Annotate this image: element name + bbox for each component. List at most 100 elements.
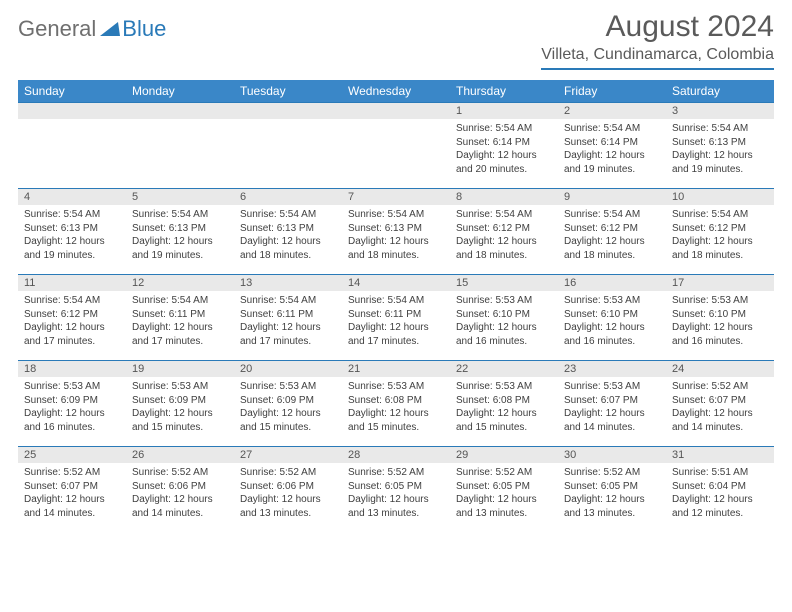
calendar-day-cell: 12Sunrise: 5:54 AMSunset: 6:11 PMDayligh… <box>126 275 234 361</box>
day-data: Sunrise: 5:54 AMSunset: 6:12 PMDaylight:… <box>558 205 666 266</box>
weekday-header: Monday <box>126 80 234 103</box>
day-number: 28 <box>342 447 450 463</box>
calendar-day-cell: 25Sunrise: 5:52 AMSunset: 6:07 PMDayligh… <box>18 447 126 533</box>
day-number: 3 <box>666 103 774 119</box>
header: General Blue August 2024 Villeta, Cundin… <box>18 10 774 70</box>
calendar-day-cell: 13Sunrise: 5:54 AMSunset: 6:11 PMDayligh… <box>234 275 342 361</box>
calendar-day-cell: 14Sunrise: 5:54 AMSunset: 6:11 PMDayligh… <box>342 275 450 361</box>
day-data: Sunrise: 5:54 AMSunset: 6:13 PMDaylight:… <box>342 205 450 266</box>
day-data: Sunrise: 5:52 AMSunset: 6:06 PMDaylight:… <box>234 463 342 524</box>
day-data: Sunrise: 5:51 AMSunset: 6:04 PMDaylight:… <box>666 463 774 524</box>
calendar-page: General Blue August 2024 Villeta, Cundin… <box>0 0 792 543</box>
day-number <box>18 103 126 119</box>
day-number: 2 <box>558 103 666 119</box>
day-number: 18 <box>18 361 126 377</box>
calendar-day-cell: 18Sunrise: 5:53 AMSunset: 6:09 PMDayligh… <box>18 361 126 447</box>
calendar-day-cell: 16Sunrise: 5:53 AMSunset: 6:10 PMDayligh… <box>558 275 666 361</box>
day-data: Sunrise: 5:53 AMSunset: 6:10 PMDaylight:… <box>558 291 666 352</box>
weekday-header: Saturday <box>666 80 774 103</box>
day-data: Sunrise: 5:54 AMSunset: 6:14 PMDaylight:… <box>558 119 666 180</box>
calendar-week-row: 1Sunrise: 5:54 AMSunset: 6:14 PMDaylight… <box>18 103 774 189</box>
calendar-day-cell: 27Sunrise: 5:52 AMSunset: 6:06 PMDayligh… <box>234 447 342 533</box>
calendar-day-cell: 6Sunrise: 5:54 AMSunset: 6:13 PMDaylight… <box>234 189 342 275</box>
day-data: Sunrise: 5:53 AMSunset: 6:10 PMDaylight:… <box>450 291 558 352</box>
day-number: 31 <box>666 447 774 463</box>
calendar-day-cell <box>126 103 234 189</box>
day-number: 4 <box>18 189 126 205</box>
calendar-day-cell: 11Sunrise: 5:54 AMSunset: 6:12 PMDayligh… <box>18 275 126 361</box>
calendar-week-row: 4Sunrise: 5:54 AMSunset: 6:13 PMDaylight… <box>18 189 774 275</box>
logo: General Blue <box>18 16 166 42</box>
day-data: Sunrise: 5:52 AMSunset: 6:06 PMDaylight:… <box>126 463 234 524</box>
calendar-day-cell: 7Sunrise: 5:54 AMSunset: 6:13 PMDaylight… <box>342 189 450 275</box>
title-block: August 2024 Villeta, Cundinamarca, Colom… <box>541 10 774 70</box>
day-number <box>126 103 234 119</box>
calendar-day-cell: 3Sunrise: 5:54 AMSunset: 6:13 PMDaylight… <box>666 103 774 189</box>
calendar-day-cell: 17Sunrise: 5:53 AMSunset: 6:10 PMDayligh… <box>666 275 774 361</box>
day-number: 20 <box>234 361 342 377</box>
weekday-header-row: SundayMondayTuesdayWednesdayThursdayFrid… <box>18 80 774 103</box>
calendar-table: SundayMondayTuesdayWednesdayThursdayFrid… <box>18 80 774 533</box>
calendar-day-cell: 22Sunrise: 5:53 AMSunset: 6:08 PMDayligh… <box>450 361 558 447</box>
day-data: Sunrise: 5:52 AMSunset: 6:05 PMDaylight:… <box>342 463 450 524</box>
day-number: 27 <box>234 447 342 463</box>
day-number: 29 <box>450 447 558 463</box>
day-number <box>342 103 450 119</box>
calendar-body: 1Sunrise: 5:54 AMSunset: 6:14 PMDaylight… <box>18 103 774 533</box>
calendar-day-cell: 28Sunrise: 5:52 AMSunset: 6:05 PMDayligh… <box>342 447 450 533</box>
day-data: Sunrise: 5:54 AMSunset: 6:13 PMDaylight:… <box>126 205 234 266</box>
day-number: 19 <box>126 361 234 377</box>
day-number: 22 <box>450 361 558 377</box>
day-number: 24 <box>666 361 774 377</box>
calendar-day-cell: 1Sunrise: 5:54 AMSunset: 6:14 PMDaylight… <box>450 103 558 189</box>
day-number: 8 <box>450 189 558 205</box>
day-number: 15 <box>450 275 558 291</box>
calendar-day-cell: 5Sunrise: 5:54 AMSunset: 6:13 PMDaylight… <box>126 189 234 275</box>
calendar-week-row: 18Sunrise: 5:53 AMSunset: 6:09 PMDayligh… <box>18 361 774 447</box>
day-data: Sunrise: 5:54 AMSunset: 6:11 PMDaylight:… <box>126 291 234 352</box>
day-data: Sunrise: 5:54 AMSunset: 6:13 PMDaylight:… <box>666 119 774 180</box>
calendar-day-cell <box>234 103 342 189</box>
calendar-day-cell: 9Sunrise: 5:54 AMSunset: 6:12 PMDaylight… <box>558 189 666 275</box>
day-data: Sunrise: 5:52 AMSunset: 6:07 PMDaylight:… <box>18 463 126 524</box>
day-number: 10 <box>666 189 774 205</box>
day-number: 9 <box>558 189 666 205</box>
day-number: 6 <box>234 189 342 205</box>
day-number: 17 <box>666 275 774 291</box>
day-number: 23 <box>558 361 666 377</box>
day-data: Sunrise: 5:53 AMSunset: 6:08 PMDaylight:… <box>450 377 558 438</box>
day-data: Sunrise: 5:53 AMSunset: 6:09 PMDaylight:… <box>18 377 126 438</box>
day-data: Sunrise: 5:54 AMSunset: 6:12 PMDaylight:… <box>450 205 558 266</box>
day-number: 11 <box>18 275 126 291</box>
day-data: Sunrise: 5:53 AMSunset: 6:10 PMDaylight:… <box>666 291 774 352</box>
day-number: 26 <box>126 447 234 463</box>
calendar-day-cell: 29Sunrise: 5:52 AMSunset: 6:05 PMDayligh… <box>450 447 558 533</box>
calendar-day-cell: 20Sunrise: 5:53 AMSunset: 6:09 PMDayligh… <box>234 361 342 447</box>
day-data: Sunrise: 5:52 AMSunset: 6:05 PMDaylight:… <box>558 463 666 524</box>
day-number: 5 <box>126 189 234 205</box>
calendar-day-cell: 23Sunrise: 5:53 AMSunset: 6:07 PMDayligh… <box>558 361 666 447</box>
calendar-day-cell: 31Sunrise: 5:51 AMSunset: 6:04 PMDayligh… <box>666 447 774 533</box>
day-data: Sunrise: 5:54 AMSunset: 6:14 PMDaylight:… <box>450 119 558 180</box>
calendar-week-row: 11Sunrise: 5:54 AMSunset: 6:12 PMDayligh… <box>18 275 774 361</box>
day-number: 30 <box>558 447 666 463</box>
logo-text-blue: Blue <box>122 16 166 42</box>
weekday-header: Sunday <box>18 80 126 103</box>
weekday-header: Tuesday <box>234 80 342 103</box>
day-number: 14 <box>342 275 450 291</box>
logo-text-general: General <box>18 16 96 42</box>
weekday-header: Wednesday <box>342 80 450 103</box>
day-number: 1 <box>450 103 558 119</box>
calendar-day-cell: 30Sunrise: 5:52 AMSunset: 6:05 PMDayligh… <box>558 447 666 533</box>
logo-triangle-icon <box>100 16 120 42</box>
day-data: Sunrise: 5:52 AMSunset: 6:05 PMDaylight:… <box>450 463 558 524</box>
day-data: Sunrise: 5:53 AMSunset: 6:09 PMDaylight:… <box>126 377 234 438</box>
calendar-day-cell: 2Sunrise: 5:54 AMSunset: 6:14 PMDaylight… <box>558 103 666 189</box>
calendar-day-cell: 15Sunrise: 5:53 AMSunset: 6:10 PMDayligh… <box>450 275 558 361</box>
day-number: 21 <box>342 361 450 377</box>
day-data: Sunrise: 5:54 AMSunset: 6:11 PMDaylight:… <box>234 291 342 352</box>
day-number: 16 <box>558 275 666 291</box>
day-data: Sunrise: 5:53 AMSunset: 6:07 PMDaylight:… <box>558 377 666 438</box>
calendar-day-cell: 26Sunrise: 5:52 AMSunset: 6:06 PMDayligh… <box>126 447 234 533</box>
calendar-day-cell: 24Sunrise: 5:52 AMSunset: 6:07 PMDayligh… <box>666 361 774 447</box>
